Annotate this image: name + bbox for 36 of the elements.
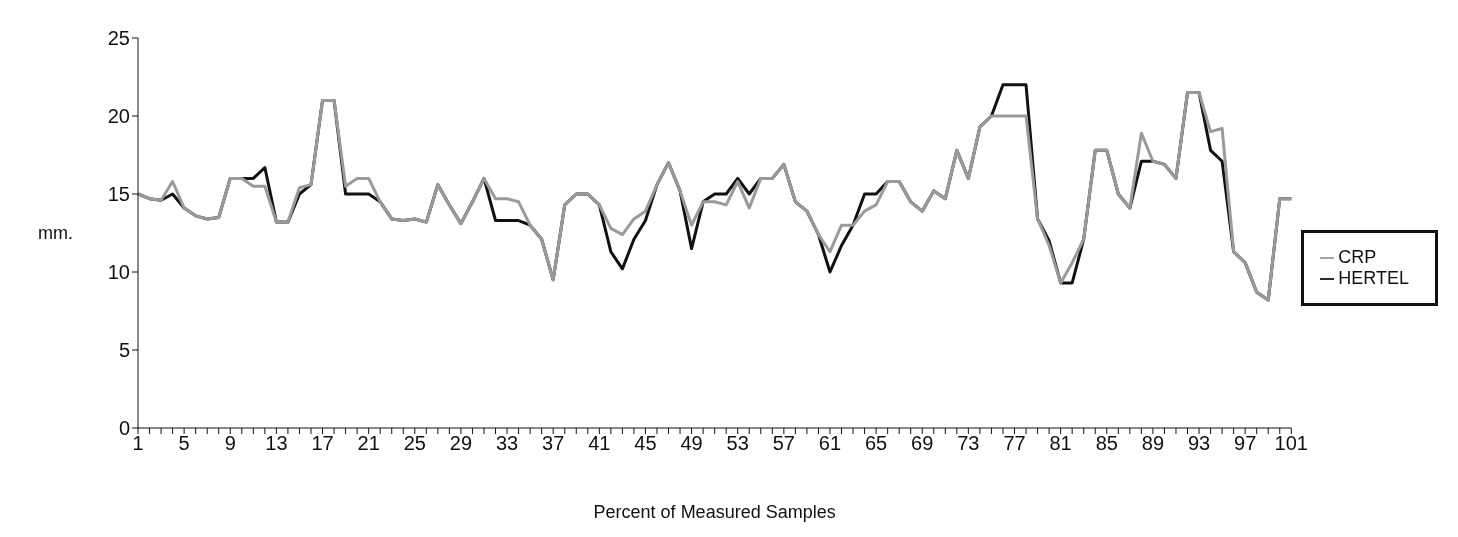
x-tick-label: 69 — [911, 432, 934, 455]
x-tick-label: 21 — [357, 432, 380, 455]
x-tick-label: 81 — [1049, 432, 1072, 455]
x-tick-label: 77 — [1003, 432, 1026, 455]
x-tick-label: 65 — [864, 432, 888, 455]
x-tick-label: 25 — [403, 432, 426, 455]
x-tick-label: 29 — [449, 432, 473, 455]
x-tick-label: 9 — [224, 432, 236, 455]
x-tick-label: 97 — [1234, 432, 1257, 455]
y-tick-label: 15 — [107, 183, 130, 206]
legend-label: CRP — [1338, 247, 1377, 267]
y-tick-label: 5 — [118, 339, 130, 362]
x-tick-label: 73 — [957, 432, 980, 455]
legend-label: HERTEL — [1338, 268, 1409, 288]
x-tick-label: 13 — [265, 432, 288, 455]
x-tick-label: 49 — [680, 432, 703, 455]
x-tick-label: 37 — [542, 432, 565, 455]
x-tick-label: 57 — [772, 432, 795, 455]
x-tick-label: 41 — [588, 432, 611, 455]
y-tick-label: 20 — [107, 105, 130, 128]
x-tick-label: 93 — [1187, 432, 1211, 455]
x-tick-label: 1 — [132, 432, 144, 455]
y-axis-title: mm. — [38, 223, 73, 244]
x-tick-label: 101 — [1274, 432, 1308, 455]
x-axis-title: Percent of Measured Samples — [593, 502, 836, 522]
x-tick-label: 85 — [1095, 432, 1118, 455]
y-tick-label: 10 — [107, 261, 130, 284]
x-tick-label: 61 — [818, 432, 842, 455]
x-tick-label: 89 — [1141, 432, 1165, 455]
x-tick-label: 17 — [311, 432, 334, 455]
y-tick-label: 25 — [107, 27, 130, 50]
y-tick-label: 0 — [118, 417, 130, 440]
x-tick-label: 33 — [495, 432, 519, 455]
x-tick-label: 45 — [634, 432, 657, 455]
x-tick-label: 5 — [178, 432, 190, 455]
x-tick-label: 53 — [726, 432, 749, 455]
